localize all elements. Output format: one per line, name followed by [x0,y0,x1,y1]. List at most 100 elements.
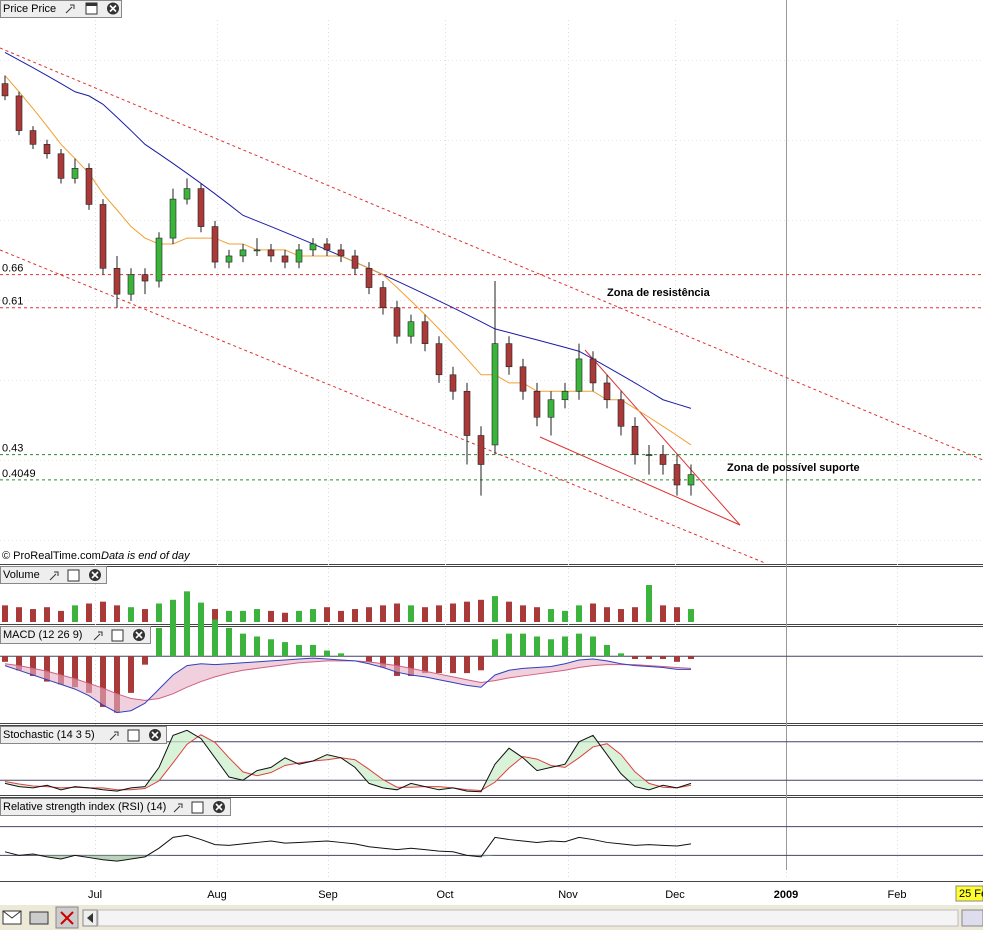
volume-bar [562,610,568,622]
panel-title: MACD (12 26 9) [3,629,82,641]
volume-bar [226,610,232,622]
wrench-icon [93,631,103,641]
level-label: 0.61 [2,296,23,308]
window-icon[interactable] [127,729,140,742]
candle-body [491,343,499,446]
candle-body [1,83,9,97]
macd-histogram [142,656,148,665]
panel-icons[interactable] [65,2,119,15]
macd-histogram [86,656,92,693]
x-tick-label: Feb [888,889,907,901]
volume-bar [380,605,386,622]
macd-histogram [72,656,78,688]
candle-body [99,204,107,269]
volume-bar [30,609,36,622]
candle-body [645,454,653,456]
macd-histogram [226,628,232,657]
macd-histogram [618,653,624,657]
macd-histogram [590,636,596,657]
candle-body [379,287,387,309]
macd-histogram [632,656,638,660]
volume-bar [394,603,400,622]
stoch-d [4,734,692,791]
macd-histogram [282,642,288,657]
candle-body [211,226,219,263]
candle-body [309,243,317,251]
wrench-icon [109,731,119,741]
candle-body [687,474,695,486]
macd-histogram [534,636,540,657]
macd-histogram [324,650,330,657]
stoch-k [4,729,692,793]
volume-bar [58,610,64,622]
level-label: 0.4049 [2,468,36,480]
volume-bar [142,609,148,622]
macd-histogram [520,633,526,657]
candle-body [183,188,191,200]
panel-title: Price Price [3,3,56,15]
source: © ProRealTime.com [2,550,101,562]
candle-body [323,243,331,251]
macd-histogram [366,656,372,662]
candle-body [197,188,205,227]
macd-line [4,657,691,714]
macd-histogram [114,656,120,713]
candle-body [449,374,457,392]
candle-body [575,358,583,392]
candle-body [71,168,79,179]
candle-body [393,307,401,337]
candle-body [113,268,121,295]
x-tick-label: 2009 [774,889,798,901]
trend-lines [0,47,983,564]
window-icon[interactable] [191,801,204,814]
panel-header [0,566,107,584]
print-button[interactable] [29,911,49,925]
panel-header [0,798,231,816]
candle-body [281,255,289,263]
macd-histogram [240,633,246,657]
candle-body [603,382,611,401]
volume-bar [604,607,610,622]
macd-histogram [688,656,694,660]
volume-bar [478,599,484,622]
volume-bar [156,603,162,622]
volume-bar [646,585,652,622]
volume-bar [576,605,582,622]
macd-histogram [464,656,470,674]
volume-bar [240,610,246,622]
macd-histogram [562,636,568,657]
level-label: 0.43 [2,443,23,455]
candle-body [421,321,429,344]
macd-histogram [184,591,190,657]
volume-bar [464,601,470,622]
rsi-line [4,834,692,862]
volume-bar [688,609,694,622]
macd-histogram [436,656,442,674]
panel-header [0,726,167,744]
macd-histogram [450,656,456,674]
volume-bar [100,601,106,622]
window-icon[interactable] [67,569,80,582]
x-tick-label: Dec [665,889,685,901]
candle-body [561,390,569,401]
candle-body [505,343,513,368]
macd-histogram [58,656,64,685]
volume-bar [212,609,218,622]
candle-body [85,168,93,205]
candle-body [589,358,597,384]
panel-title: Volume [3,569,40,581]
scrollbar[interactable] [97,909,959,927]
macd-histogram [548,639,554,657]
close-x [215,803,223,811]
volume-bar [282,612,288,622]
scroll-thumb[interactable] [961,909,983,927]
candle-body [267,249,275,257]
macd-histogram [16,656,22,671]
volume-bar [352,609,358,622]
window-icon[interactable] [111,629,124,642]
candle-body [659,454,667,465]
candle-body [253,249,261,252]
macd-histogram [506,633,512,657]
candle-body [239,249,247,257]
